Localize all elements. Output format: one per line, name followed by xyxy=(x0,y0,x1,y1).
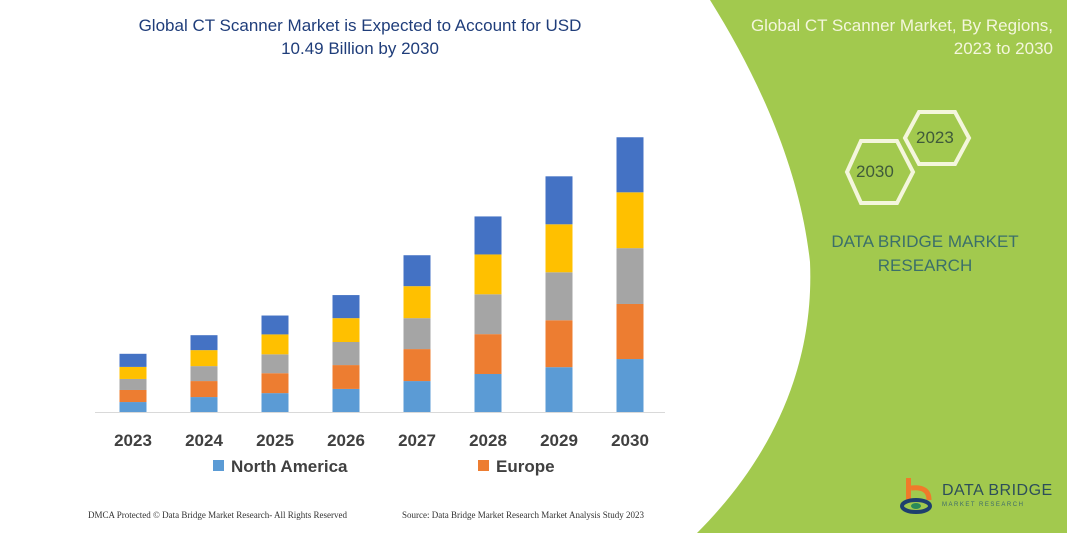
bar-segment-2026-series-4 xyxy=(332,318,360,343)
x-tick-labels: 2023 2024 2025 2026 2027 2028 2029 2030 xyxy=(114,431,649,450)
hexagon-2030 xyxy=(844,139,916,205)
bar-segment-2023-europe xyxy=(119,389,147,403)
bar-segment-2025-series-5 xyxy=(261,315,289,335)
bar-segment-2030-series-4 xyxy=(616,192,644,249)
bar-segment-2023-series-4 xyxy=(119,366,147,379)
x-tick-label: 2026 xyxy=(327,431,365,450)
bar-segment-2028-north-america xyxy=(474,373,502,412)
logo-name: DATA BRIDGE xyxy=(942,482,1053,499)
footer-copyright: DMCA Protected © Data Bridge Market Rese… xyxy=(88,510,348,520)
logo-subtitle: MARKET RESEARCH xyxy=(942,502,1025,508)
side-panel-background xyxy=(697,0,1067,533)
bar-segment-2028-europe xyxy=(474,334,502,374)
bar-segment-2023-series-3 xyxy=(119,378,147,390)
bar-segment-2030-series-5 xyxy=(616,137,644,193)
bar-segment-2030-europe xyxy=(616,303,644,360)
bar-segment-2024-series-5 xyxy=(190,335,218,351)
bar-segment-2025-series-3 xyxy=(261,354,289,374)
hexagon-2023 xyxy=(902,110,972,166)
legend-label: North America xyxy=(231,457,348,476)
legend-label: Europe xyxy=(496,457,555,476)
bar-segment-2029-europe xyxy=(545,320,573,368)
bar-segment-2029-series-3 xyxy=(545,272,573,321)
bar-segment-2023-series-5 xyxy=(119,353,147,367)
bar-segment-2023-north-america xyxy=(119,402,147,412)
bars-group xyxy=(119,137,644,412)
bar-segment-2029-series-4 xyxy=(545,224,573,273)
footer-source: Source: Data Bridge Market Research Mark… xyxy=(402,510,644,520)
brand-text: DATA BRIDGE MARKET RESEARCH xyxy=(831,232,1019,275)
legend-swatch xyxy=(213,460,224,471)
bar-segment-2028-series-3 xyxy=(474,294,502,335)
x-tick-label: 2030 xyxy=(611,431,649,450)
bar-segment-2030-north-america xyxy=(616,359,644,412)
bar-segment-2027-europe xyxy=(403,349,431,382)
bar-segment-2024-series-3 xyxy=(190,366,218,382)
bar-segment-2030-series-3 xyxy=(616,248,644,304)
x-tick-label: 2027 xyxy=(398,431,436,450)
bar-segment-2024-series-4 xyxy=(190,350,218,367)
bar-segment-2026-europe xyxy=(332,365,360,389)
legend-swatch xyxy=(478,460,489,471)
bar-segment-2025-north-america xyxy=(261,393,289,412)
bar-segment-2027-north-america xyxy=(403,381,431,412)
bar-segment-2025-europe xyxy=(261,373,289,394)
bar-segment-2029-series-5 xyxy=(545,176,573,225)
bar-segment-2029-north-america xyxy=(545,367,573,412)
bar-segment-2024-north-america xyxy=(190,397,218,412)
logo-icon xyxy=(900,478,932,514)
x-tick-label: 2028 xyxy=(469,431,507,450)
chart-title: Global CT Scanner Market is Expected to … xyxy=(138,16,582,58)
bar-segment-2026-series-3 xyxy=(332,342,360,366)
bar-segment-2028-series-4 xyxy=(474,254,502,295)
side-panel-title: Global CT Scanner Market, By Regions, 20… xyxy=(750,16,1053,58)
hexagon-2023-label: 2023 xyxy=(916,128,954,147)
bar-segment-2027-series-5 xyxy=(403,255,431,287)
x-tick-label: 2024 xyxy=(185,431,223,450)
x-tick-label: 2025 xyxy=(256,431,294,450)
hexagon-2030-label: 2030 xyxy=(856,162,894,181)
bar-segment-2027-series-4 xyxy=(403,286,431,319)
bar-segment-2027-series-3 xyxy=(403,318,431,350)
bar-segment-2026-north-america xyxy=(332,388,360,412)
legend: North America Europe xyxy=(213,457,555,476)
bar-segment-2024-europe xyxy=(190,381,218,398)
bar-segment-2025-series-4 xyxy=(261,334,289,355)
bar-segment-2026-series-5 xyxy=(332,295,360,319)
x-tick-label: 2023 xyxy=(114,431,152,450)
bar-segment-2028-series-5 xyxy=(474,216,502,255)
x-tick-label: 2029 xyxy=(540,431,578,450)
